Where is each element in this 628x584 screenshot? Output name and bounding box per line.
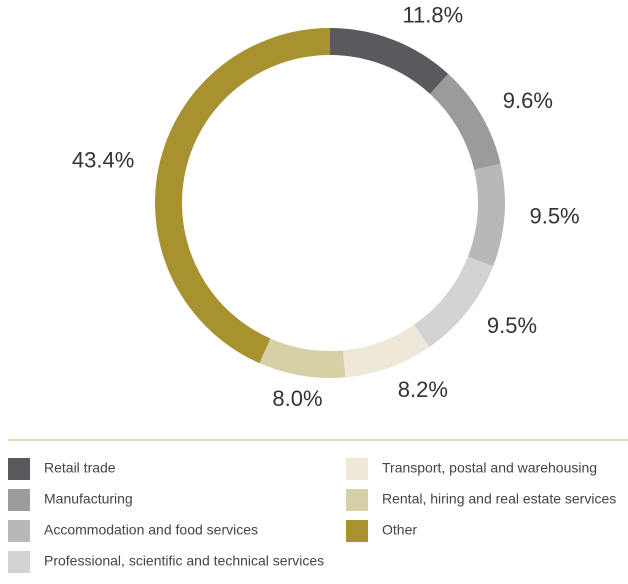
legend-swatch (346, 520, 368, 542)
donut-slice (467, 163, 505, 267)
legend-label: Other (382, 522, 417, 538)
legend-label: Manufacturing (44, 491, 133, 507)
data-label: 11.8% (402, 2, 463, 27)
legend-label: Rental, hiring and real estate services (382, 491, 616, 507)
legend-swatch (8, 458, 30, 480)
data-label: 8.2% (398, 377, 448, 402)
data-label: 9.5% (487, 313, 537, 338)
legend-label: Accommodation and food services (44, 522, 258, 538)
donut-slice (259, 338, 346, 379)
data-label: 9.6% (503, 88, 553, 113)
legend-swatch (346, 458, 368, 480)
donut-slice (343, 324, 430, 378)
data-label: 43.4% (72, 148, 134, 173)
legend-label: Transport, postal and warehousing (382, 460, 597, 476)
legend-label: Retail trade (44, 460, 116, 476)
legend-swatch (346, 489, 368, 511)
donut-slice (429, 73, 501, 170)
donut-slice (413, 256, 494, 348)
legend-label: Professional, scientific and technical s… (44, 553, 324, 569)
legend-swatch (8, 551, 30, 573)
legend-swatch (8, 489, 30, 511)
legend-swatch (8, 520, 30, 542)
donut-slice (330, 28, 449, 94)
donut-slice (155, 28, 330, 364)
data-label: 9.5% (529, 203, 579, 228)
data-label: 8.0% (272, 386, 322, 411)
